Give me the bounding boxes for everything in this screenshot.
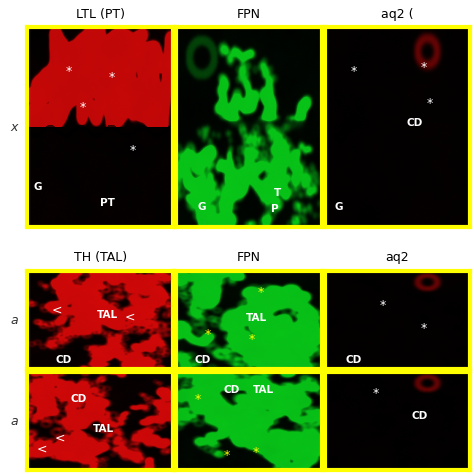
Text: *: *: [205, 328, 211, 341]
Text: *: *: [257, 286, 264, 299]
Text: TAL: TAL: [253, 385, 274, 395]
Text: FPN: FPN: [237, 8, 261, 21]
Text: a: a: [10, 415, 18, 428]
Text: PT: PT: [100, 198, 115, 208]
Text: CD: CD: [56, 356, 72, 365]
Text: CD: CD: [223, 385, 239, 395]
Text: aq2 (: aq2 (: [381, 8, 414, 21]
Text: T: T: [274, 188, 282, 198]
Text: CD: CD: [70, 393, 87, 403]
Text: G: G: [34, 182, 42, 192]
Text: x: x: [10, 120, 18, 134]
Text: <: <: [37, 442, 47, 455]
Text: G: G: [198, 201, 207, 212]
Text: FPN: FPN: [237, 251, 261, 264]
Text: CD: CD: [407, 118, 423, 128]
Text: *: *: [249, 333, 255, 346]
Text: *: *: [109, 71, 115, 84]
Text: *: *: [351, 65, 357, 78]
Text: *: *: [65, 65, 72, 78]
Text: CD: CD: [411, 411, 428, 421]
Text: CD: CD: [194, 356, 210, 365]
Text: TAL: TAL: [246, 313, 267, 323]
Text: CD: CD: [346, 356, 362, 365]
Text: <: <: [55, 431, 65, 444]
Text: *: *: [380, 299, 386, 312]
Text: TH (TAL): TH (TAL): [74, 251, 127, 264]
Text: *: *: [224, 449, 230, 462]
Text: *: *: [129, 145, 136, 157]
Text: TAL: TAL: [97, 310, 118, 320]
Text: aq2: aq2: [385, 251, 409, 264]
Text: G: G: [335, 201, 343, 212]
Text: *: *: [373, 387, 379, 400]
Text: <: <: [51, 304, 62, 317]
Text: *: *: [195, 393, 201, 406]
Text: *: *: [80, 100, 86, 114]
Text: *: *: [253, 446, 259, 459]
Text: *: *: [420, 61, 427, 74]
Text: *: *: [426, 97, 433, 109]
Text: P: P: [271, 204, 279, 214]
Text: LTL (PT): LTL (PT): [76, 8, 125, 21]
Text: a: a: [10, 314, 18, 327]
Text: <: <: [124, 311, 135, 324]
Text: TAL: TAL: [93, 424, 114, 434]
Text: *: *: [420, 321, 427, 335]
